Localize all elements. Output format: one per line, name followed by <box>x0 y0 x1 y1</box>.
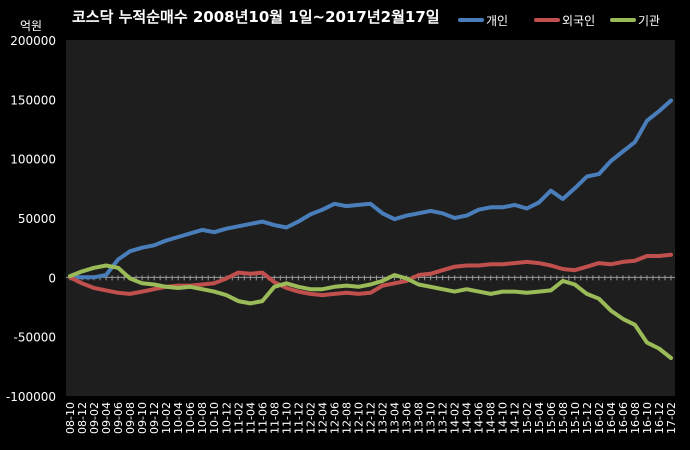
x-tick-label: 08-10 <box>64 402 77 434</box>
x-tick-label: 13-06 <box>401 402 414 434</box>
x-tick-label: 15-02 <box>521 402 534 434</box>
x-tick-label: 16-08 <box>629 402 642 434</box>
plot-area <box>66 40 675 396</box>
series-lines <box>68 98 673 360</box>
x-tick-label: 17-02 <box>665 402 678 434</box>
y-tick-label: -100000 <box>6 390 56 404</box>
legend-label: 기관 <box>638 14 660 28</box>
y-tick-label: 100000 <box>10 153 56 167</box>
x-tick-label: 09-10 <box>136 402 149 434</box>
x-tick-label: 09-04 <box>100 402 113 434</box>
x-axis-ticks: 08-10 08-12 09-02 09-04 09-06 09-08 09-10 09-12… <box>64 402 678 434</box>
x-tick-label: 15-10 <box>569 402 582 434</box>
x-tick-label: 11-06 <box>256 402 269 434</box>
x-axis <box>66 275 675 281</box>
y-axis-ticks: 200000 150000 100000 50000 0 -50000 -100000 <box>6 34 56 404</box>
x-tick-label: 09-12 <box>148 402 161 434</box>
y-tick-label: 150000 <box>10 93 56 107</box>
y-axis-unit-label: 억원 <box>20 19 42 33</box>
x-tick-label: 13-04 <box>389 402 402 434</box>
x-tick-label: 14-08 <box>485 402 498 434</box>
legend-label: 외국인 <box>562 14 595 28</box>
x-tick-label: 14-04 <box>461 402 474 434</box>
x-tick-label: 12-02 <box>304 402 317 434</box>
y-tick-label: 200000 <box>10 34 56 48</box>
x-tick-label: 15-12 <box>581 402 594 434</box>
x-tick-label: 10-06 <box>184 402 197 434</box>
x-tick-label: 14-02 <box>449 402 462 434</box>
x-tick-label: 16-06 <box>617 402 630 434</box>
x-tick-label: 13-08 <box>413 402 426 434</box>
x-tick-label: 12-10 <box>352 402 365 434</box>
x-tick-label: 15-08 <box>557 402 570 434</box>
x-tick-label: 11-08 <box>268 402 281 434</box>
x-tick-label: 10-02 <box>160 402 173 434</box>
x-tick-label: 16-04 <box>605 402 618 434</box>
x-tick-label: 14-12 <box>509 402 522 434</box>
x-tick-label: 13-02 <box>377 402 390 434</box>
x-tick-label: 09-06 <box>112 402 125 434</box>
x-tick-label: 09-08 <box>124 402 137 434</box>
series-line <box>68 98 673 280</box>
x-tick-label: 10-10 <box>208 402 221 434</box>
x-tick-label: 10-08 <box>196 402 209 434</box>
y-tick-label: 50000 <box>18 212 56 226</box>
series-line <box>68 263 673 360</box>
x-tick-label: 11-04 <box>244 402 257 434</box>
legend-label: 개인 <box>486 14 508 28</box>
x-tick-label: 15-04 <box>533 402 546 434</box>
x-tick-label: 11-02 <box>232 402 245 434</box>
x-tick-label: 12-06 <box>328 402 341 434</box>
x-tick-label: 12-12 <box>365 402 378 434</box>
y-tick-label: -50000 <box>13 331 56 345</box>
x-tick-label: 11-10 <box>280 402 293 434</box>
x-tick-label: 09-02 <box>88 402 101 434</box>
x-tick-label: 16-12 <box>653 402 666 434</box>
x-tick-label: 13-12 <box>437 402 450 434</box>
y-tick-label: 0 <box>48 271 56 285</box>
x-tick-label: 08-12 <box>76 402 89 434</box>
x-tick-label: 11-12 <box>292 402 305 434</box>
x-tick-label: 14-10 <box>497 402 510 434</box>
x-tick-label: 10-04 <box>172 402 185 434</box>
x-tick-label: 12-04 <box>316 402 329 434</box>
x-tick-label: 12-08 <box>340 402 353 434</box>
x-tick-label: 13-10 <box>425 402 438 434</box>
chart-title: 코스닥 누적순매수 2008년10월 1일~2017년2월17일 <box>72 8 440 26</box>
x-tick-label: 16-10 <box>641 402 654 434</box>
x-tick-label: 15-06 <box>545 402 558 434</box>
x-tick-label: 16-02 <box>593 402 606 434</box>
legend: 개인 외국인 기관 <box>458 14 660 28</box>
x-tick-label: 10-12 <box>220 402 233 434</box>
x-tick-label: 14-06 <box>473 402 486 434</box>
